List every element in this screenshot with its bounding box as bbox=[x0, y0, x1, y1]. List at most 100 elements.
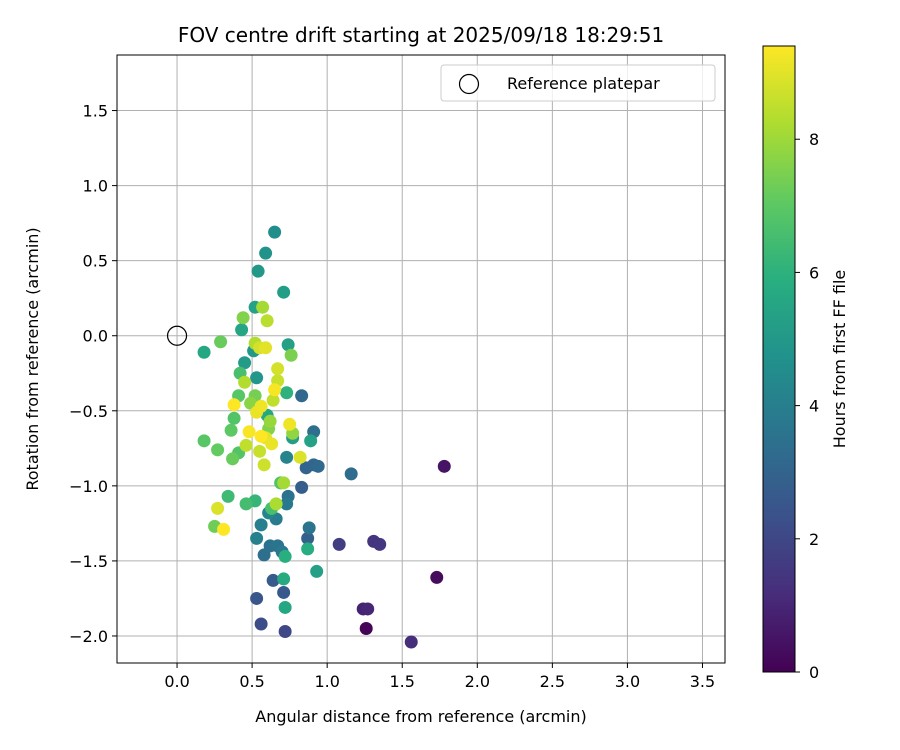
legend: Reference platepar bbox=[440, 64, 716, 102]
scatter-point bbox=[266, 573, 280, 587]
colorbar-frame bbox=[762, 45, 796, 673]
x-tick-label: 3.5 bbox=[690, 672, 715, 691]
scatter-point bbox=[253, 444, 267, 458]
x-tick-label: 1.5 bbox=[390, 672, 415, 691]
scatter-point bbox=[256, 300, 270, 314]
scatter-point bbox=[254, 399, 268, 413]
scatter-point bbox=[236, 311, 250, 325]
scatter-points bbox=[197, 225, 451, 649]
legend-box bbox=[440, 64, 716, 102]
scatter-point bbox=[238, 375, 252, 389]
scatter-point bbox=[278, 624, 292, 638]
scatter-point bbox=[227, 411, 241, 425]
scatter-point bbox=[265, 437, 279, 451]
scatter-point bbox=[373, 537, 387, 551]
x-axis-label: Angular distance from reference (arcmin) bbox=[255, 707, 586, 726]
scatter-point bbox=[293, 450, 307, 464]
scatter-point bbox=[239, 497, 253, 511]
scatter-point bbox=[359, 621, 373, 635]
scatter-point bbox=[250, 371, 264, 385]
scatter-point bbox=[217, 522, 231, 536]
scatter-point bbox=[281, 338, 295, 352]
y-tick-label: 1.5 bbox=[83, 102, 108, 121]
scatter-point bbox=[278, 549, 292, 563]
scatter-point bbox=[271, 362, 285, 376]
legend-marker bbox=[458, 73, 480, 95]
scatter-point bbox=[211, 501, 225, 515]
scatter-point bbox=[239, 438, 253, 452]
x-tick-label: 0.0 bbox=[164, 672, 189, 691]
scatter-point bbox=[226, 452, 240, 466]
plot-frame bbox=[116, 54, 726, 664]
scatter-point bbox=[284, 348, 298, 362]
colorbar-ticks: 0 2 4 6 8 bbox=[795, 130, 819, 682]
plot-area bbox=[117, 55, 725, 663]
y-tick-label: −1.5 bbox=[69, 552, 108, 571]
x-tick-label: 2.5 bbox=[540, 672, 565, 691]
colorbar-tick-label: 2 bbox=[809, 530, 819, 549]
y-tick-label: −2.0 bbox=[69, 627, 108, 646]
colorbar-tick-label: 4 bbox=[809, 397, 819, 416]
scatter-point bbox=[250, 591, 264, 605]
scatter-point bbox=[260, 314, 274, 328]
scatter-point bbox=[211, 443, 225, 457]
scatter-point bbox=[437, 459, 451, 473]
y-tick-label: 0.0 bbox=[83, 327, 108, 346]
colorbar-tick-label: 8 bbox=[809, 130, 819, 149]
scatter-point bbox=[214, 335, 228, 349]
x-tick-label: 3.0 bbox=[615, 672, 640, 691]
y-tick-label: −0.5 bbox=[69, 402, 108, 421]
chart-title: FOV centre drift starting at 2025/09/18 … bbox=[178, 23, 664, 47]
scatter-point bbox=[224, 423, 238, 437]
scatter-point bbox=[254, 518, 268, 532]
reference-marker bbox=[166, 325, 188, 346]
scatter-point bbox=[242, 425, 256, 439]
x-tick-label: 2.0 bbox=[465, 672, 490, 691]
scatter-point bbox=[344, 467, 358, 481]
scatter-point bbox=[302, 521, 316, 535]
scatter-point bbox=[280, 386, 294, 400]
scatter-point bbox=[361, 602, 375, 616]
scatter-point bbox=[251, 264, 265, 278]
scatter-point bbox=[259, 246, 273, 260]
scatter-point bbox=[197, 345, 211, 359]
scatter-point bbox=[259, 341, 273, 355]
scatter-point bbox=[268, 225, 282, 239]
colorbar-tick-label: 0 bbox=[809, 663, 819, 682]
x-tick-label: 0.5 bbox=[239, 672, 264, 691]
scatter-point bbox=[269, 497, 283, 511]
scatter-point bbox=[263, 414, 277, 428]
colorbar: 0 2 4 6 8 Hours from first FF file bbox=[762, 45, 849, 682]
colorbar-tick-label: 6 bbox=[809, 263, 819, 282]
legend-label: Reference platepar bbox=[507, 74, 660, 93]
scatter-point bbox=[197, 434, 211, 448]
scatter-point bbox=[278, 600, 292, 614]
scatter-point bbox=[266, 393, 280, 407]
scatter-point bbox=[404, 635, 418, 649]
scatter-point bbox=[304, 434, 318, 448]
scatter-point bbox=[295, 480, 309, 494]
scatter-point bbox=[268, 383, 282, 397]
axis-ticks: 0.0 0.5 1.0 1.5 2.0 2.5 3.0 3.5 1.5 1.0 0.5 0.0 −0.5… bbox=[69, 102, 715, 691]
y-tick-label: 1.0 bbox=[83, 177, 108, 196]
scatter-point bbox=[221, 489, 235, 503]
scatter-point bbox=[254, 617, 268, 631]
scatter-point bbox=[257, 458, 271, 472]
scatter-point bbox=[430, 570, 444, 584]
scatter-point bbox=[280, 450, 294, 464]
colorbar-label: Hours from first FF file bbox=[830, 270, 849, 449]
x-tick-label: 1.0 bbox=[314, 672, 339, 691]
scatter-point bbox=[311, 459, 325, 473]
scatter-point bbox=[277, 476, 291, 490]
scatter-point bbox=[280, 497, 294, 511]
y-tick-label: 0.5 bbox=[83, 252, 108, 271]
scatter-point bbox=[301, 542, 315, 556]
scatter-point bbox=[238, 356, 252, 370]
scatter-point bbox=[283, 417, 297, 431]
reference-layer bbox=[166, 325, 188, 346]
scatter-point bbox=[301, 531, 315, 545]
scatter-point bbox=[277, 585, 291, 599]
scatter-point bbox=[235, 323, 249, 337]
scatter-point bbox=[332, 537, 346, 551]
